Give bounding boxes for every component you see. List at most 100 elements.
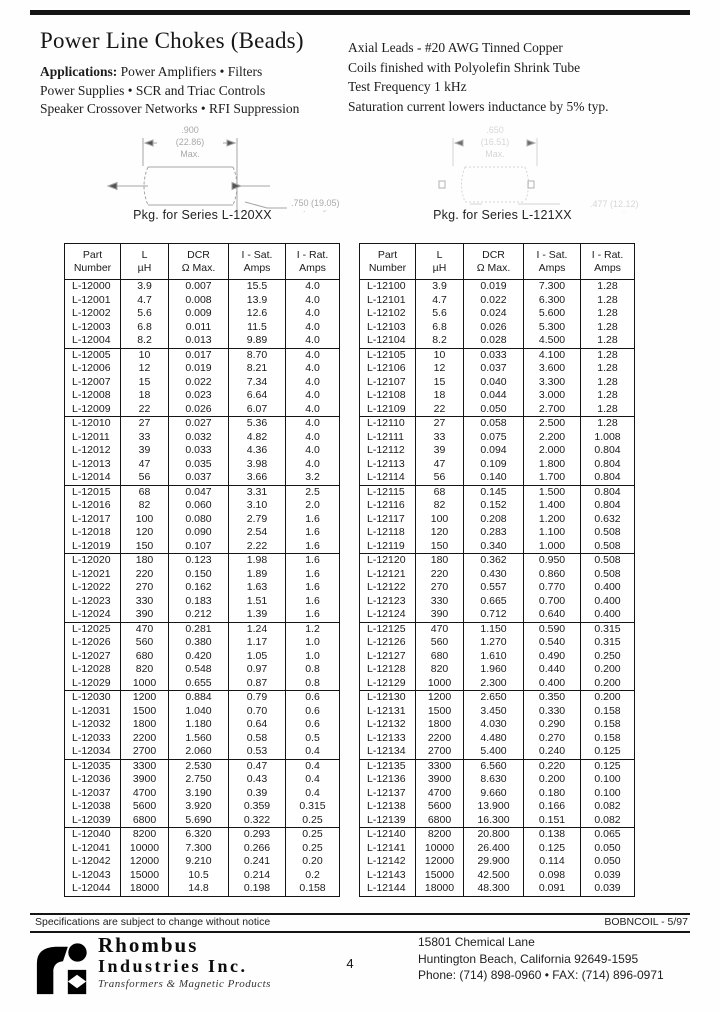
value-cell: 8.2 <box>415 334 464 348</box>
value-cell: 0.655 <box>168 676 229 691</box>
part-number-cell: L-12021 <box>72 567 111 580</box>
part-number-cell: L-12125 <box>359 621 416 636</box>
value-cell: 0.082 <box>580 800 635 814</box>
company-name-line1: Rhombus <box>98 933 199 957</box>
value-cell: 0.420 <box>168 649 229 663</box>
part-number-cell: L-12110 <box>359 416 416 431</box>
value-cell: 6.8 <box>120 320 169 334</box>
value-cell: 0.290 <box>523 718 581 732</box>
value-cell: 10 <box>415 347 464 362</box>
value-cell: 6800 <box>120 813 169 828</box>
part-number-cell: L-12117 <box>367 512 405 525</box>
value-cell: 8200 <box>415 827 464 842</box>
value-cell: 1.6 <box>285 512 340 526</box>
value-cell: 8.21 <box>228 362 286 376</box>
value-cell: 1.6 <box>285 581 340 595</box>
value-cell: 2.22 <box>228 539 286 554</box>
table-row: L-12025 470 0.281 1.24 1.2 <box>64 621 340 636</box>
rhombus-logo-icon <box>36 943 87 995</box>
value-cell: 3.66 <box>228 471 286 485</box>
table-row: L-12028 820 0.548 0.97 0.8 <box>65 663 340 677</box>
part-number-cell: L-12124 <box>367 608 406 620</box>
value-cell: 3.9 <box>120 279 169 294</box>
table-row: L-12141 10000 26.400 0.125 0.050 <box>360 841 635 855</box>
value-cell: 0.035 <box>168 457 229 471</box>
value-cell: 9.660 <box>463 786 524 800</box>
part-number-cell: L-12132 <box>367 718 406 730</box>
value-cell: 0.804 <box>580 471 635 485</box>
table-row: L-12008 18 0.023 6.64 4.0 <box>65 389 340 403</box>
value-cell: 6.300 <box>523 293 581 307</box>
value-cell: 47 <box>120 457 169 471</box>
part-number-cell: L-12144 <box>367 882 406 894</box>
value-cell: 1000 <box>120 676 169 691</box>
value-cell: 4.7 <box>120 293 169 307</box>
value-cell: 4.0 <box>285 362 340 376</box>
value-cell: 0.4 <box>285 758 340 773</box>
part-number-cell: L-12122 <box>367 581 406 593</box>
table-row: L-12026 560 0.380 1.17 1.0 <box>65 636 340 650</box>
value-cell: 0.145 <box>463 484 524 499</box>
value-cell: 0.032 <box>168 430 229 444</box>
value-cell: 0.47 <box>228 758 286 773</box>
value-cell: 0.508 <box>580 553 635 568</box>
value-cell: 0.430 <box>463 567 524 581</box>
part-number-cell: L-12001 <box>72 293 111 306</box>
value-cell: 18000 <box>415 882 464 896</box>
value-cell: 4.100 <box>523 347 581 362</box>
value-cell: 0.712 <box>463 608 524 622</box>
table-row: L-12132 1800 4.030 0.290 0.158 <box>360 718 635 732</box>
value-cell: 10.5 <box>168 868 229 882</box>
value-cell: 5.400 <box>463 745 524 759</box>
value-cell: 4.0 <box>285 444 340 458</box>
value-cell: 1.39 <box>228 608 286 622</box>
value-cell: 5600 <box>415 800 464 814</box>
value-cell: 0.70 <box>228 704 286 718</box>
value-cell: 6.64 <box>228 389 286 403</box>
doc-code: BOBNCOIL - 5/97 <box>604 916 688 928</box>
part-number-cell: L-12013 <box>72 457 111 470</box>
part-number-cell: L-12114 <box>367 471 405 483</box>
part-number-cell: L-12016 <box>72 499 111 511</box>
value-cell: 2.700 <box>523 402 581 417</box>
value-cell: 0.6 <box>285 704 340 718</box>
table-row: L-12142 12000 29.900 0.114 0.050 <box>360 855 635 869</box>
value-cell: 180 <box>120 553 169 568</box>
value-cell: 4.0 <box>285 307 340 321</box>
value-cell: 18 <box>120 389 169 403</box>
value-cell: 0.8 <box>285 676 340 691</box>
value-cell: 0.640 <box>523 608 581 622</box>
table-row: L-12011 33 0.032 4.82 4.0 <box>65 430 340 444</box>
table-row: L-12110 27 0.058 2.500 1.28 <box>359 416 635 431</box>
value-cell: 0.040 <box>463 375 524 389</box>
part-number-cell: L-12108 <box>367 389 406 401</box>
part-number-cell: L-12007 <box>72 375 111 388</box>
page-number: 4 <box>346 956 354 971</box>
part-number-cell: L-12025 <box>64 621 121 636</box>
value-cell: 0.150 <box>168 567 229 581</box>
spec-note: Axial Leads - #20 AWG Tinned Copper <box>348 40 563 55</box>
table-row: L-12105 10 0.033 4.100 1.28 <box>359 347 635 362</box>
value-cell: 0.024 <box>463 307 524 321</box>
part-number-cell: L-12129 <box>367 676 406 689</box>
table-row: L-12033 2200 1.560 0.58 0.5 <box>65 731 340 745</box>
value-cell: 2.54 <box>228 526 286 540</box>
value-cell: 0.080 <box>168 512 229 526</box>
value-cell: 4.0 <box>285 375 340 389</box>
table-row: L-12040 8200 6.320 0.293 0.25 <box>64 827 340 842</box>
arrowhead-icon <box>143 139 154 147</box>
value-cell: 470 <box>415 621 464 636</box>
table-row: L-12115 68 0.145 1.500 0.804 <box>359 484 635 499</box>
value-cell: 3300 <box>120 758 169 773</box>
dim-dia: .750 (19.05) <box>291 198 340 208</box>
value-cell: 4.0 <box>285 293 340 307</box>
part-number-cell: L-12111 <box>367 430 404 443</box>
value-cell: 1500 <box>415 704 464 718</box>
value-cell: 2.650 <box>463 690 524 705</box>
table-row: L-12103 6.8 0.026 5.300 1.28 <box>360 320 635 334</box>
value-cell: 0.039 <box>580 882 635 896</box>
table-row: L-12144 18000 48.300 0.091 0.039 <box>360 882 635 896</box>
part-number-cell: L-12135 <box>359 758 416 773</box>
value-cell: 0.214 <box>228 868 286 882</box>
